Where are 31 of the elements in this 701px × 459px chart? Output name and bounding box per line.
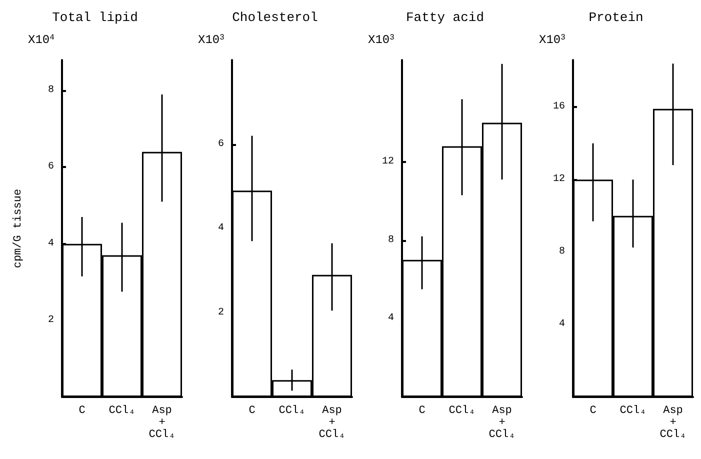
- chart-title: Total lipid: [52, 10, 138, 25]
- x-tick-label: CCl₄: [108, 405, 136, 417]
- x-tick-label: Asp + CCl₄: [489, 405, 516, 441]
- y-tick-label: 8: [388, 234, 394, 246]
- y-tick-label: 16: [552, 102, 565, 113]
- x-tick-label: CCl₄: [278, 405, 306, 417]
- x-tick-label: C: [78, 405, 86, 417]
- x-tick-label: C: [419, 405, 426, 417]
- y-axis-title: cpm/G tissue: [12, 188, 24, 268]
- x-tick-label: Asp + CCl₄: [148, 405, 176, 441]
- y-tick-label: 2: [48, 314, 54, 326]
- y-tick-label: 6: [218, 138, 224, 150]
- x-tick-label: CCl₄: [619, 405, 646, 417]
- y-tick-label: 4: [218, 223, 224, 234]
- x-tick-label: C: [589, 405, 596, 417]
- y-tick-label: 12: [382, 156, 394, 168]
- y-tick-label: 6: [48, 162, 54, 173]
- x-tick-label: CCl₄: [449, 405, 476, 417]
- y-tick-label: 2: [218, 307, 224, 318]
- y-tick-label: 8: [558, 246, 565, 258]
- x-tick-label: C: [248, 405, 256, 417]
- chart-title: Protein: [588, 10, 643, 25]
- y-tick-label: 4: [48, 238, 54, 250]
- y-tick-label: 4: [388, 313, 394, 324]
- chart-title: Cholesterol: [232, 10, 318, 25]
- y-tick-label: 12: [552, 174, 565, 186]
- x-tick-label: Asp + CCl₄: [659, 405, 686, 441]
- chart-title: Fatty acid: [406, 10, 484, 25]
- y-tick-label: 4: [558, 319, 565, 330]
- y-tick-label: 8: [48, 85, 54, 96]
- x-tick-label: Asp + CCl₄: [318, 405, 346, 441]
